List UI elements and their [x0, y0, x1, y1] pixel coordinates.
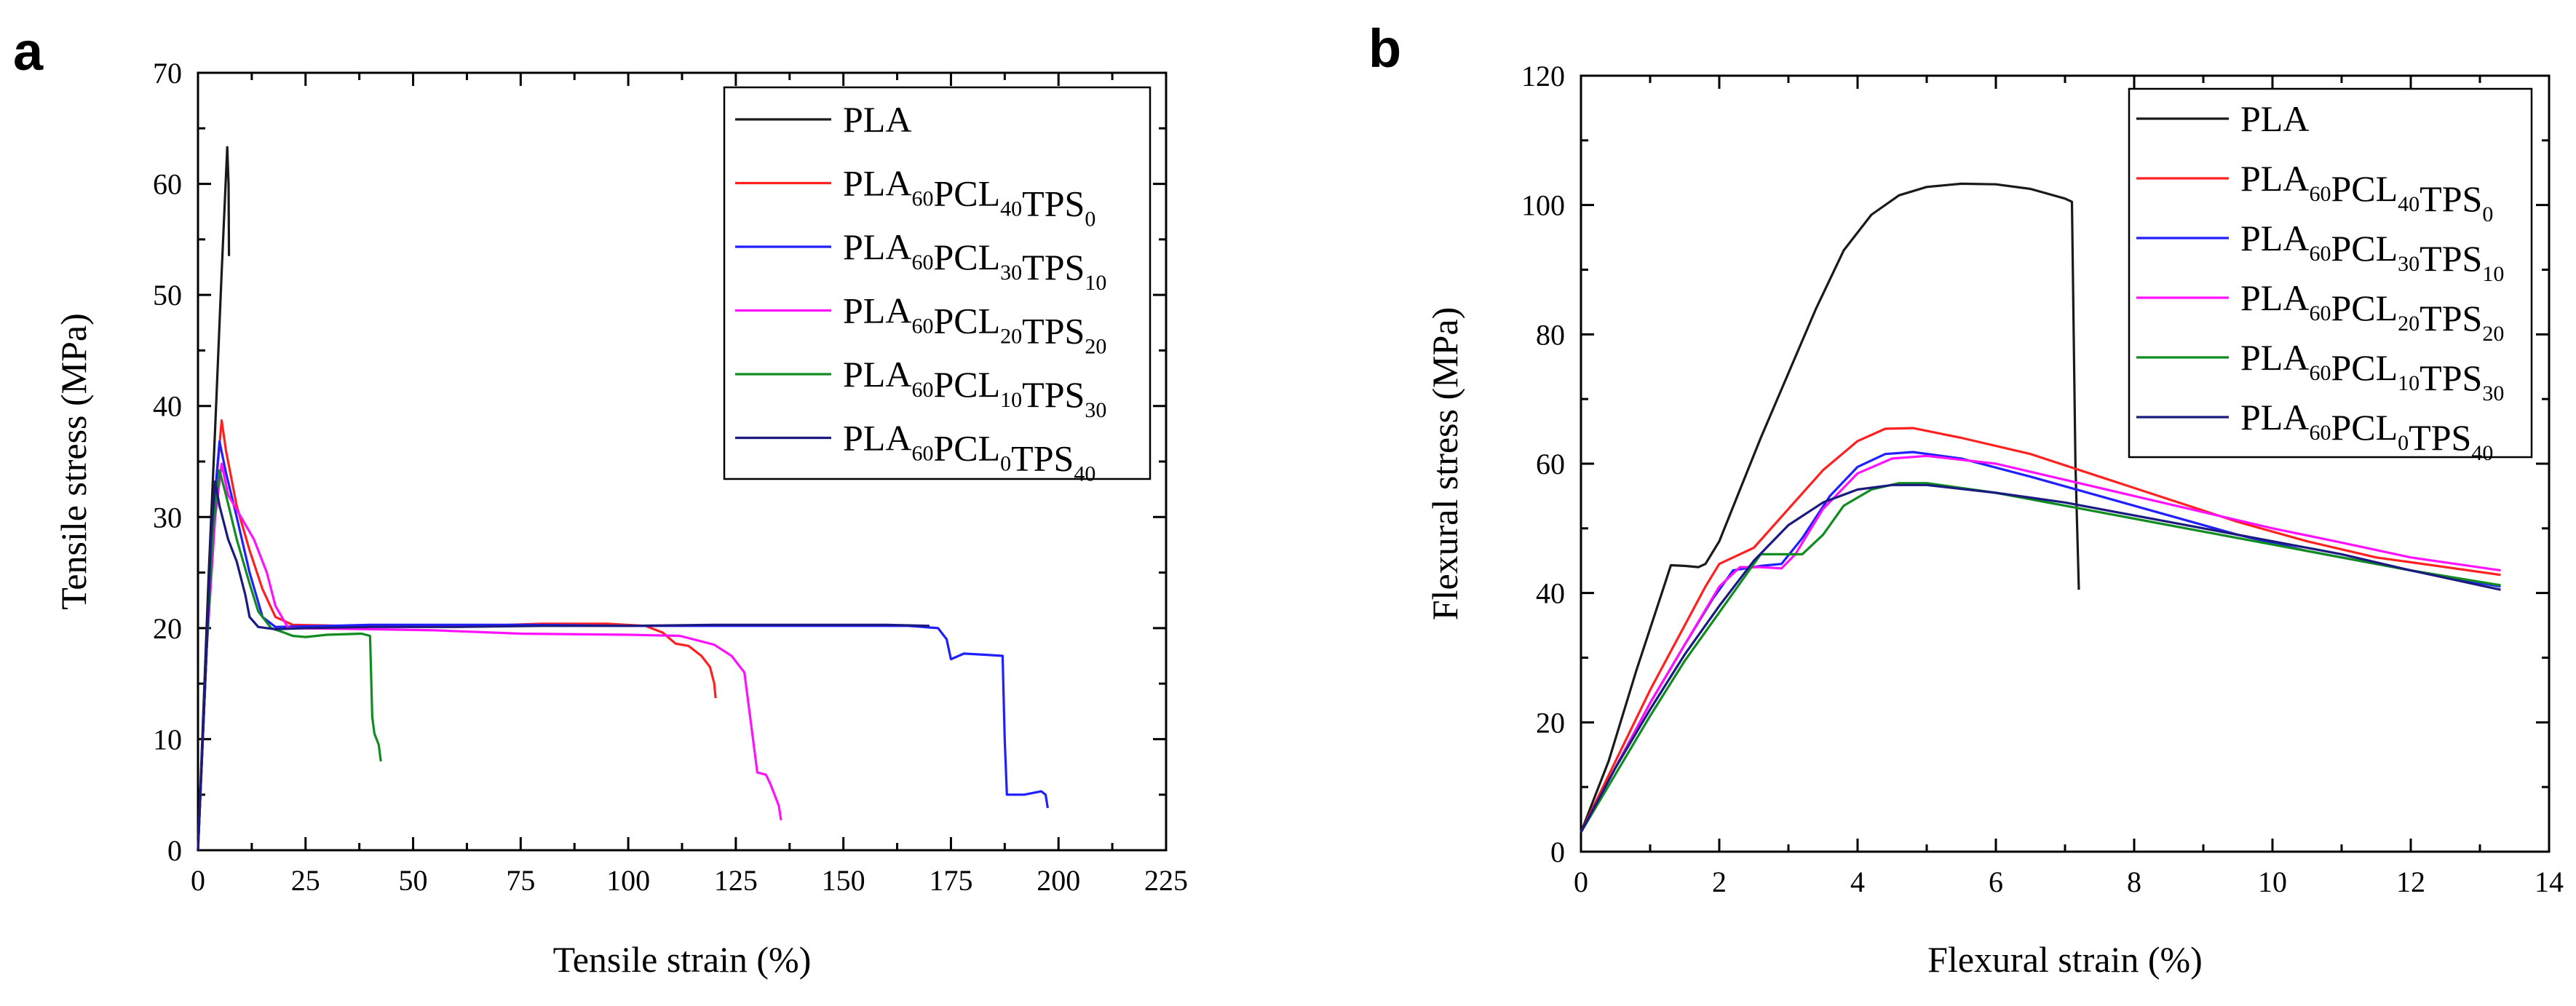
series-line-a-2 — [197, 440, 1049, 851]
x-axis-title-a: Tensile strain (%) — [553, 939, 812, 980]
x-tick-label-a: 125 — [714, 864, 758, 897]
y-tick-label-a: 10 — [153, 723, 182, 756]
y-tick-label-b: 120 — [1521, 60, 1565, 92]
y-tick-label-a: 60 — [153, 168, 182, 201]
x-tick-label-a: 225 — [1144, 864, 1188, 897]
legend-entry-b-1: PLA60PCL40TPS0 — [2240, 158, 2493, 226]
panel-a-tensile-chart: 0 25 50 75 100 125 150 175 200 225 0 10 20 30 40 50 60 70… — [53, 57, 1188, 980]
x-tick-label-a: 175 — [929, 864, 972, 897]
series-line-b-1 — [1580, 427, 2501, 833]
y-tick-label-b: 80 — [1536, 318, 1565, 351]
x-tick-label-a: 75 — [506, 864, 535, 897]
panel-label-a: a — [13, 21, 44, 82]
y-tick-label-b: 40 — [1536, 577, 1565, 610]
x-tick-label-b: 4 — [1850, 866, 1865, 898]
series-line-a-3 — [197, 462, 782, 851]
legend-entry-a-4: PLA60PCL10TPS30 — [843, 354, 1106, 422]
legend-entry-b-2: PLA60PCL30TPS10 — [2240, 218, 2504, 286]
y-tick-label-a: 40 — [153, 390, 182, 423]
series-line-b-3 — [1580, 454, 2501, 833]
y-tick-label-b: 60 — [1536, 448, 1565, 480]
x-tick-label-b: 0 — [1574, 866, 1588, 898]
x-tick-label-b: 2 — [1712, 866, 1727, 898]
y-tick-label-a: 70 — [153, 57, 182, 90]
x-tick-label-b: 10 — [2258, 866, 2287, 898]
legend-entry-a-1: PLA60PCL40TPS0 — [843, 163, 1095, 231]
x-tick-label-b: 8 — [2127, 866, 2141, 898]
series-line-b-2 — [1580, 451, 2501, 833]
legend-entry-b-0: PLA — [2240, 98, 2309, 139]
panel-label-b: b — [1368, 18, 1401, 79]
y-tick-label-a: 50 — [153, 279, 182, 312]
legend-entry-a-0: PLA — [843, 99, 911, 140]
series-line-b-5 — [1580, 483, 2501, 833]
y-tick-label-a: 0 — [167, 834, 182, 867]
y-tick-label-b: 100 — [1521, 189, 1565, 222]
legend-entry-b-5: PLA60PCL0TPS40 — [2240, 397, 2493, 465]
y-axis-title-b: Flexural stress (MPa) — [1424, 307, 1465, 621]
panel-b-flexural-chart: 0 2 4 6 8 10 12 14 0 20 40 60 80 100 120 Flexural strai… — [1424, 60, 2564, 980]
legend-entry-b-4: PLA60PCL10TPS30 — [2240, 337, 2504, 405]
series-line-a-5 — [197, 480, 930, 851]
legend-box-a — [723, 86, 1152, 480]
legend-entry-a-5: PLA60PCL0TPS40 — [843, 418, 1095, 486]
x-tick-label-a: 0 — [191, 864, 205, 897]
x-tick-label-a: 200 — [1037, 864, 1080, 897]
y-tick-label-a: 20 — [153, 612, 182, 645]
legend-entry-a-3: PLA60PCL20TPS20 — [843, 290, 1106, 359]
y-axis-title-a: Tensile stress (MPa) — [53, 313, 94, 610]
legend-entry-a-2: PLA60PCL30TPS10 — [843, 226, 1106, 295]
y-tick-label-b: 0 — [1550, 836, 1565, 868]
legend-entry-b-3: PLA60PCL20TPS20 — [2240, 277, 2504, 346]
series-line-b-4 — [1580, 482, 2501, 833]
x-tick-label-a: 25 — [291, 864, 320, 897]
x-tick-label-b: 12 — [2396, 866, 2425, 898]
y-tick-label-b: 20 — [1536, 706, 1565, 739]
x-tick-label-b: 14 — [2535, 866, 2564, 898]
x-tick-label-a: 100 — [606, 864, 650, 897]
series-line-a-4 — [197, 469, 382, 851]
legend-box-b — [2128, 87, 2533, 459]
y-tick-label-a: 30 — [153, 501, 182, 534]
x-axis-title-b: Flexural strain (%) — [1927, 939, 2203, 980]
x-tick-label-b: 6 — [1989, 866, 2003, 898]
x-tick-label-a: 50 — [399, 864, 428, 897]
x-tick-label-a: 150 — [822, 864, 865, 897]
series-line-b-0 — [1580, 182, 2080, 833]
